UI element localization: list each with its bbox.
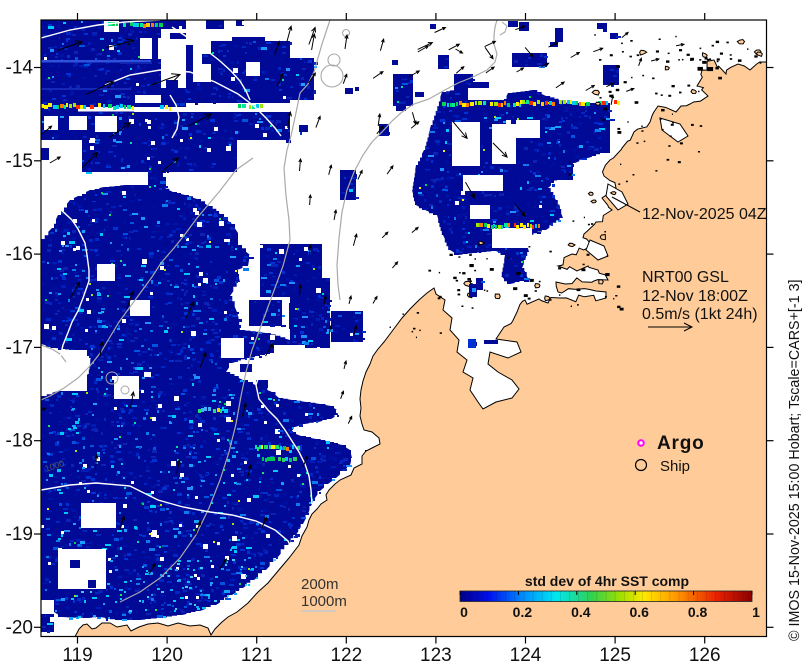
svg-text:Argo: Argo	[657, 433, 705, 454]
svg-text:© IMOS 15-Nov-2025 15:00 Hobar: © IMOS 15-Nov-2025 15:00 Hobart; Tscale=…	[787, 279, 803, 641]
svg-text:Ship: Ship	[660, 458, 690, 475]
svg-text:0.8: 0.8	[688, 604, 708, 620]
svg-text:0.5m/s (1kt 24h): 0.5m/s (1kt 24h)	[642, 306, 758, 323]
svg-text:NRT00 GSL: NRT00 GSL	[642, 269, 729, 286]
svg-text:0: 0	[460, 604, 468, 620]
svg-text:1000m: 1000m	[301, 593, 347, 610]
svg-text:1: 1	[752, 604, 760, 620]
svg-text:-18: -18	[6, 431, 33, 452]
svg-text:121: 121	[241, 645, 273, 666]
svg-text:123: 123	[420, 645, 452, 666]
svg-text:0.6: 0.6	[629, 604, 649, 620]
svg-text:-19: -19	[6, 524, 33, 545]
svg-text:0.4: 0.4	[571, 604, 591, 620]
svg-text:12-Nov 18:00Z: 12-Nov 18:00Z	[642, 288, 748, 305]
svg-text:200m: 200m	[301, 576, 339, 593]
svg-text:0.2: 0.2	[513, 604, 533, 620]
svg-text:126: 126	[689, 645, 721, 666]
svg-text:-15: -15	[6, 151, 33, 172]
svg-text:std dev of 4hr SST comp: std dev of 4hr SST comp	[525, 573, 689, 589]
svg-text:124: 124	[510, 645, 542, 666]
svg-text:-16: -16	[6, 244, 33, 265]
svg-text:122: 122	[330, 645, 362, 666]
svg-text:-17: -17	[6, 337, 33, 358]
svg-text:-20: -20	[6, 617, 33, 638]
svg-text:125: 125	[599, 645, 631, 666]
svg-text:-14: -14	[6, 58, 34, 79]
svg-text:119: 119	[62, 645, 92, 666]
svg-text:120: 120	[151, 645, 183, 666]
svg-text:12-Nov-2025 04Z: 12-Nov-2025 04Z	[642, 206, 767, 223]
